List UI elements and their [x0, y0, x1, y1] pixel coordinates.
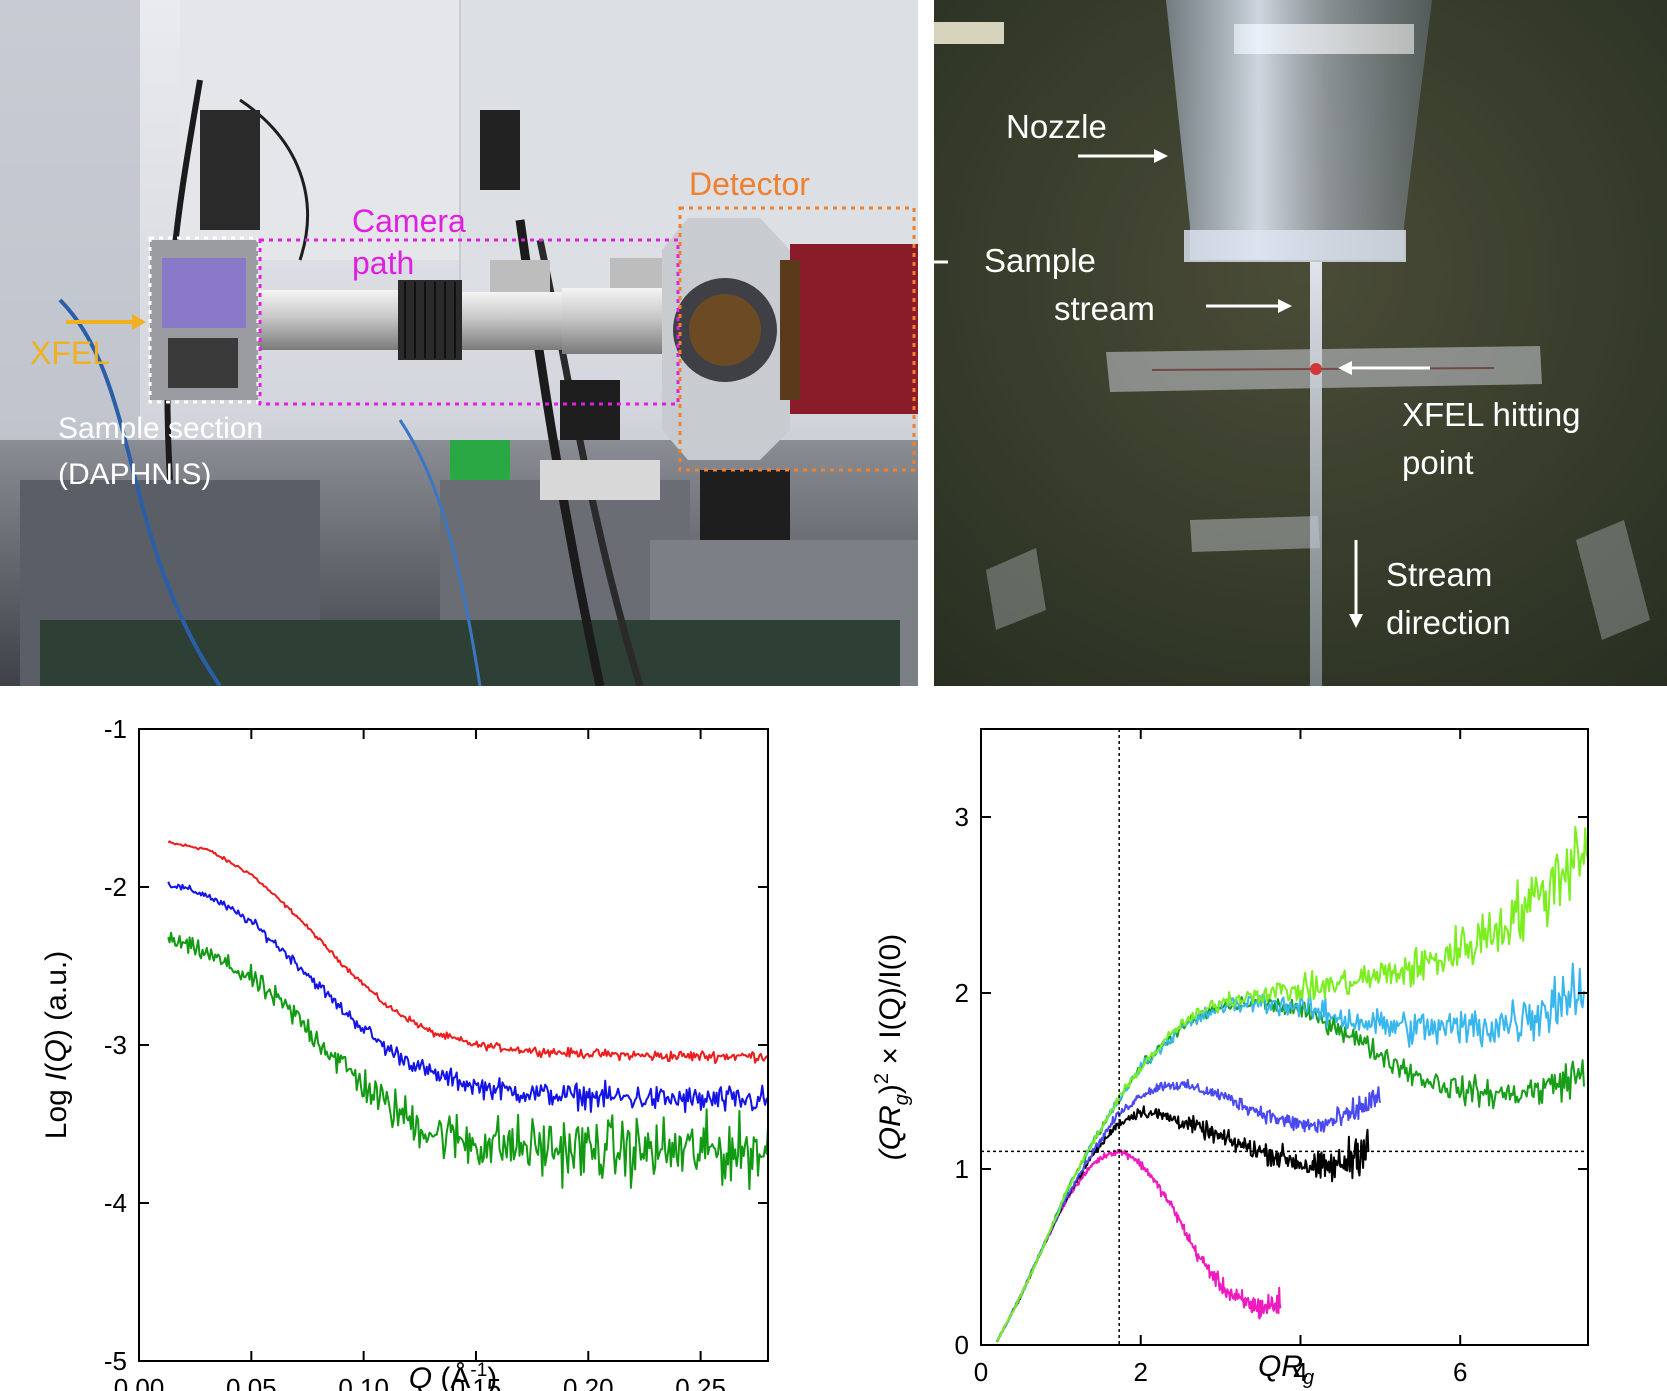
saxs-x-tick-label: 0.00: [114, 1373, 165, 1391]
saxs-y-tick-label: -2: [104, 872, 127, 902]
saxs-chart-svg: 0.00 0.05 0.10 0.15 0.20 0.25 -5 -4 -3 -2 -1 Q (Å-…: [40, 714, 769, 1391]
saxs-plot-frame: [138, 728, 769, 1362]
saxs-y-tick-label: -4: [104, 1188, 127, 1218]
saxs-series-green: [167, 931, 769, 1191]
kratky-series-skyblue: [996, 962, 1585, 1342]
saxs-y-tick-label: -1: [104, 714, 127, 744]
saxs-y-tick-label: -5: [104, 1346, 127, 1376]
kratky-x-tick-label: 2: [1134, 1357, 1148, 1387]
kratky-series-lightgreen: [996, 825, 1589, 1342]
saxs-x-axis-title: Q (Å-1): [409, 1360, 498, 1391]
label-nozzle: Nozzle: [1006, 108, 1107, 145]
kratky-x-tick-label: 0: [974, 1357, 988, 1387]
xfel-hit-arrow-icon: [1338, 361, 1430, 375]
label-point: point: [1402, 444, 1474, 481]
kratky-x-tick-label: 4: [1293, 1357, 1307, 1387]
saxs-x-tick-label: 0.25: [675, 1373, 726, 1391]
label-stream-dir-1: Stream: [1386, 556, 1492, 593]
kratky-x-tick-label: 6: [1453, 1357, 1467, 1387]
label-xfel: XFEL: [30, 335, 110, 371]
sample-section-box: [148, 236, 260, 404]
xfel-arrowhead-icon: [132, 314, 146, 330]
saxs-x-tick-label: 0.05: [226, 1373, 277, 1391]
nozzle-photo: Nozzle Sample stream XFEL hitting point …: [934, 0, 1667, 686]
kratky-ticks-group: 0 2 4 6 0 1 2 3: [955, 729, 1588, 1387]
kratky-y-axis-title: (QRg)2 × I(Q)/I(0): [871, 934, 913, 1160]
label-stream-dir-2: direction: [1386, 604, 1511, 641]
kratky-x-axis-title: QRg: [1258, 1350, 1314, 1389]
label-xfel-hitting: XFEL hitting: [1402, 396, 1581, 433]
label-sample: Sample: [984, 242, 1096, 279]
label-sample-section: Sample section: [58, 412, 263, 445]
label-stream: stream: [1054, 290, 1155, 327]
kratky-chart: 0 2 4 6 0 1 2 3 QRg (QRg)2 × I(Q)/I(0): [834, 700, 1667, 1391]
label-path: path: [352, 245, 414, 281]
label-camera: Camera: [352, 203, 466, 239]
kratky-y-tick-label: 1: [955, 1154, 969, 1184]
saxs-x-tick-label: 0.10: [338, 1373, 389, 1391]
nozzle-photo-illustration: Nozzle Sample stream XFEL hitting point …: [934, 0, 1667, 686]
label-detector: Detector: [689, 166, 810, 202]
nozzle-arrow-icon: [1078, 149, 1168, 163]
detector-box: [678, 206, 916, 472]
stream-direction-arrow-icon: [1349, 540, 1363, 628]
saxs-x-tick-label: 0.20: [563, 1373, 614, 1391]
saxs-ticks-group: 0.00 0.05 0.10 0.15 0.20 0.25 -5 -4 -3 -2 -1: [104, 714, 768, 1391]
kratky-y-tick-label: 2: [955, 978, 969, 1008]
kratky-y-tick-label: 0: [955, 1330, 969, 1360]
kratky-plot-frame: [980, 728, 1589, 1346]
setup-photo: Detector Camera path XFEL Sample section…: [0, 0, 918, 686]
camera-path-box: [258, 238, 680, 406]
kratky-series-magenta: [996, 1149, 1282, 1343]
kratky-series-group: [996, 825, 1589, 1343]
saxs-x-tick-label: 0.15: [451, 1373, 502, 1391]
setup-photo-illustration: Detector Camera path XFEL Sample section…: [0, 0, 918, 686]
saxs-series-group: [167, 840, 769, 1191]
saxs-y-axis-title: Log I(Q) (a.u.): [40, 951, 73, 1139]
kratky-y-tick-label: 3: [955, 802, 969, 832]
kratky-reference-lines: [981, 729, 1588, 1345]
saxs-series-red: [167, 840, 769, 1065]
sample-stream-arrow-icon: [1206, 299, 1292, 313]
kratky-chart-svg: 0 2 4 6 0 1 2 3 QRg (QRg)2 × I(Q)/I(0): [871, 728, 1589, 1389]
label-daphnis: (DAPHNIS): [58, 458, 211, 491]
saxs-y-tick-label: -3: [104, 1030, 127, 1060]
saxs-series-blue: [167, 881, 769, 1114]
saxs-chart: 0.00 0.05 0.10 0.15 0.20 0.25 -5 -4 -3 -2 -1 Q (Å-…: [0, 700, 834, 1391]
